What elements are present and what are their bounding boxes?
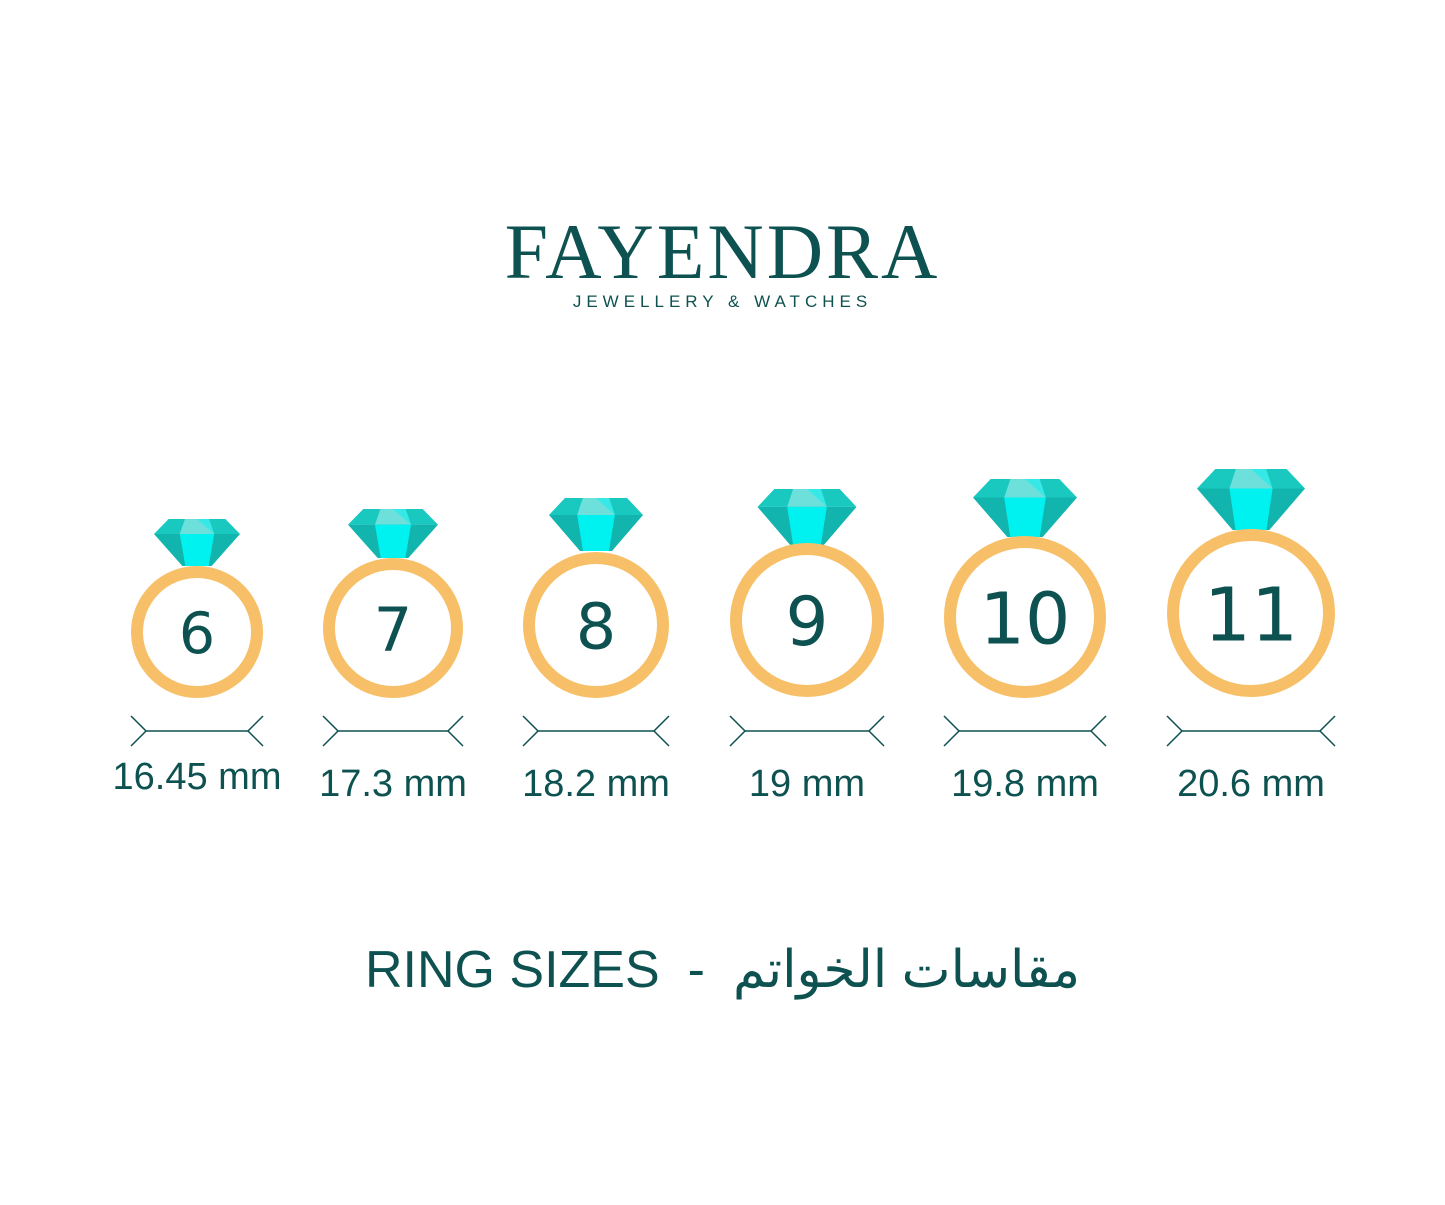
- ring-band: [1167, 529, 1335, 697]
- ring-diameter-label: 18.2 mm: [522, 763, 670, 805]
- gem-facet: [393, 509, 411, 525]
- measure-arrow-left: [322, 715, 340, 747]
- gem-pavilion-center: [787, 506, 827, 545]
- ring-diameter-label: 16.45 mm: [112, 756, 282, 798]
- gem-facet: [197, 519, 215, 535]
- measure-arrow-right: [867, 715, 885, 747]
- ring-band: [131, 566, 263, 698]
- footer-title: RING SIZES - مقاسات الخواتم: [0, 940, 1445, 1000]
- measure-arrow-left: [130, 715, 148, 747]
- ring-size-number: 8: [576, 590, 617, 664]
- ring-band: [730, 543, 884, 697]
- gem-facet: [807, 489, 827, 507]
- brand-logo: FAYENDRA: [504, 208, 941, 295]
- ring-size-number: 7: [374, 595, 413, 665]
- gem-pavilion-center: [1004, 497, 1046, 537]
- ring-size-number: 11: [1204, 572, 1298, 658]
- gem-facet: [1251, 469, 1273, 489]
- ring-diameter-label: 17.3 mm: [319, 763, 467, 805]
- measure-arrow-left: [729, 715, 747, 747]
- brand-tagline: JEWELLERY & WATCHES: [572, 292, 873, 311]
- ring-size-number: 6: [179, 601, 215, 667]
- measure-arrow-left: [943, 715, 961, 747]
- ring-diameter-label: 19.8 mm: [951, 763, 1099, 805]
- ring-size-number: 9: [786, 582, 829, 661]
- measure-arrow-left: [522, 715, 540, 747]
- measure-arrow-right: [1089, 715, 1107, 747]
- measure-arrow-left: [1166, 715, 1184, 747]
- ring-band: [323, 558, 463, 698]
- gem-pavilion-center: [577, 514, 615, 551]
- footer-title-ar: مقاسات الخواتم: [732, 941, 1081, 999]
- ring-diameter-label: 20.6 mm: [1177, 763, 1325, 805]
- gem-pavilion-center: [1229, 488, 1273, 530]
- measure-arrow-right: [446, 715, 464, 747]
- gem-facet: [596, 498, 615, 515]
- ring-band: [944, 536, 1106, 698]
- gem-pavilion-center: [179, 534, 215, 566]
- measure-arrow-right: [652, 715, 670, 747]
- ring-diameter-label: 19 mm: [748, 763, 866, 805]
- measure-arrow-right: [246, 715, 264, 747]
- ring-size-number: 10: [980, 577, 1071, 660]
- footer-title-en: RING SIZES: [364, 941, 660, 999]
- gem-facet: [1025, 479, 1046, 498]
- footer-separator: -: [687, 941, 705, 999]
- ring-band: [523, 552, 669, 698]
- gem-pavilion-center: [375, 524, 411, 558]
- measure-arrow-right: [1318, 715, 1336, 747]
